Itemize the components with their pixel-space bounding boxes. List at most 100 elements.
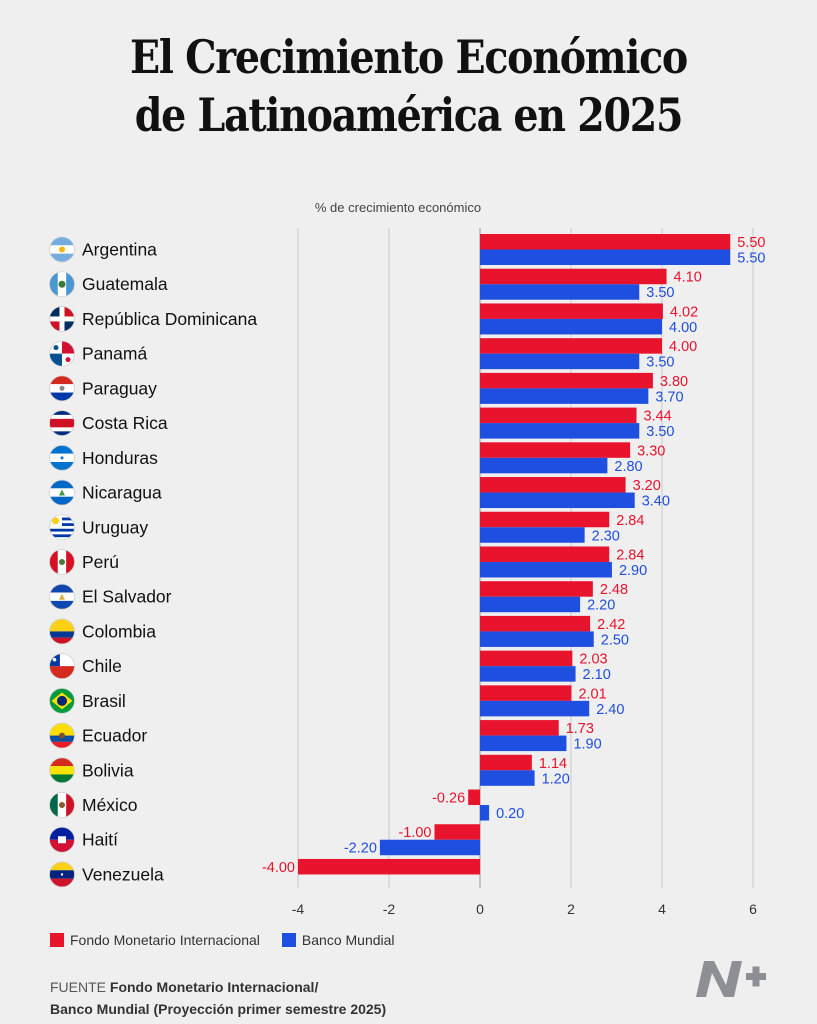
bar-wb	[480, 318, 662, 335]
n-plus-logo-icon	[696, 961, 766, 997]
bar-imf	[480, 615, 591, 632]
bar-imf	[480, 477, 626, 493]
peru-flag-icon	[49, 549, 75, 575]
bar-imf	[480, 685, 572, 701]
bar-imf	[468, 789, 480, 806]
x-tick-label: 0	[476, 901, 484, 917]
data-label-wb: 3.50	[646, 355, 674, 371]
legend-item-wb: Banco Mundial	[281, 932, 395, 948]
bar-wb	[480, 527, 585, 543]
bar-wb	[480, 388, 649, 404]
data-label-imf: -1.00	[398, 825, 431, 841]
data-label-wb: 2.80	[614, 459, 642, 475]
bar-wb	[480, 284, 640, 300]
data-label-imf: 1.14	[539, 756, 567, 772]
bar-wb	[480, 353, 640, 370]
data-label-imf: 3.30	[637, 443, 665, 459]
data-label-wb: 3.40	[642, 494, 670, 510]
brazil-flag-icon	[49, 687, 75, 714]
source-line-1: Fondo Monetario Internacional/	[109, 979, 319, 995]
data-label-wb: 1.20	[542, 771, 570, 787]
country-label: Nicaragua	[82, 483, 162, 503]
bolivia-flag-icon	[49, 757, 75, 784]
bar-imf	[480, 338, 662, 354]
country-label: Uruguay	[82, 517, 148, 537]
source-note: FUENTE Fondo Monetario Internacional/ Ba…	[50, 976, 386, 1020]
nicaragua-flag-icon	[49, 479, 75, 506]
bar-imf	[480, 372, 653, 389]
bar-imf	[480, 268, 667, 285]
country-label: México	[82, 795, 137, 815]
dominican-republic-flag-icon	[49, 306, 75, 332]
bar-imf	[480, 511, 610, 528]
bar-wb	[480, 457, 608, 474]
country-label: Haití	[82, 830, 118, 850]
country-label: El Salvador	[82, 587, 172, 607]
title-line-1: El Crecimiento Económico	[129, 30, 688, 84]
el-salvador-flag-icon	[49, 583, 75, 610]
bar-wb	[480, 735, 567, 752]
argentina-flag-icon	[49, 236, 75, 263]
legend-label-imf: Fondo Monetario Internacional	[70, 932, 260, 948]
page-title: El Crecimiento Económico de Latinoaméric…	[57, 28, 760, 144]
bar-imf	[434, 824, 480, 840]
data-label-wb: 3.50	[646, 285, 674, 301]
country-label: Paraguay	[82, 378, 157, 398]
data-label-imf: 2.48	[600, 582, 628, 598]
country-label: Brasil	[82, 691, 126, 711]
bar-wb	[480, 631, 594, 647]
country-label: Guatemala	[82, 274, 168, 294]
country-label: Chile	[82, 656, 122, 676]
data-label-wb: 5.50	[737, 251, 765, 267]
bar-imf	[480, 581, 593, 597]
data-label-wb: 4.00	[669, 320, 697, 336]
country-label: Ecuador	[82, 726, 147, 746]
bar-wb	[379, 839, 480, 856]
haiti-flag-icon	[49, 826, 75, 853]
data-label-imf: 2.84	[616, 547, 644, 563]
bar-chart: % de crecimiento económico -4 -2 0 2 4 6 Argent…	[49, 200, 765, 917]
data-label-imf: 2.84	[616, 513, 644, 529]
country-label: Perú	[82, 552, 119, 572]
legend-label-wb: Banco Mundial	[301, 932, 395, 948]
bar-imf	[480, 303, 663, 319]
legend-item-imf: Fondo Monetario Internacional	[50, 932, 260, 948]
country-label: Costa Rica	[82, 413, 168, 433]
data-label-imf: 2.01	[578, 686, 606, 702]
country-label: Argentina	[82, 240, 157, 260]
chile-flag-icon	[49, 653, 75, 680]
bar-wb	[480, 249, 731, 265]
title-line-2: de Latinoamérica en 2025	[134, 88, 684, 142]
country-label: Panamá	[82, 344, 147, 364]
data-label-wb: 0.20	[496, 806, 524, 822]
country-label: Honduras	[82, 448, 158, 468]
bar-wb	[480, 770, 535, 786]
bar-imf	[480, 234, 731, 250]
data-label-imf: 4.02	[670, 304, 698, 320]
guatemala-flag-icon	[49, 271, 75, 298]
data-label-wb: 2.90	[619, 563, 647, 579]
bar-imf	[480, 407, 637, 424]
chart-legend: Fondo Monetario Internacional Banco Mund…	[50, 932, 417, 948]
venezuela-flag-icon	[49, 861, 75, 888]
data-label-imf: 4.00	[669, 339, 697, 355]
data-label-imf: 1.73	[566, 721, 594, 737]
x-axis-label: % de crecimiento económico	[315, 200, 481, 215]
data-label-imf: -4.00	[262, 860, 295, 876]
x-tick-label: 4	[658, 901, 666, 917]
bar-wb	[480, 561, 612, 578]
country-label: Venezuela	[82, 864, 164, 884]
bar-imf	[480, 720, 559, 736]
data-label-imf: 2.03	[579, 652, 607, 668]
data-label-wb: -2.20	[344, 841, 377, 857]
honduras-flag-icon	[49, 444, 75, 471]
uruguay-flag-icon	[49, 514, 75, 541]
costa-rica-flag-icon	[49, 410, 75, 437]
bar-wb	[480, 805, 490, 821]
data-label-wb: 2.10	[583, 667, 611, 683]
data-label-imf: 5.50	[737, 235, 765, 251]
panama-flag-icon	[49, 340, 75, 367]
x-tick-label: -2	[383, 901, 396, 917]
mexico-flag-icon	[49, 792, 75, 818]
bar-imf	[480, 546, 610, 562]
